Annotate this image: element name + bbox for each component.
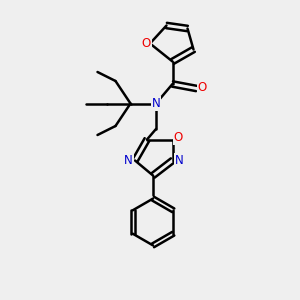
Text: N: N (152, 97, 160, 110)
Text: O: O (174, 130, 183, 144)
Text: N: N (124, 154, 133, 167)
Text: O: O (198, 81, 207, 94)
Text: O: O (142, 37, 151, 50)
Text: N: N (175, 154, 184, 167)
